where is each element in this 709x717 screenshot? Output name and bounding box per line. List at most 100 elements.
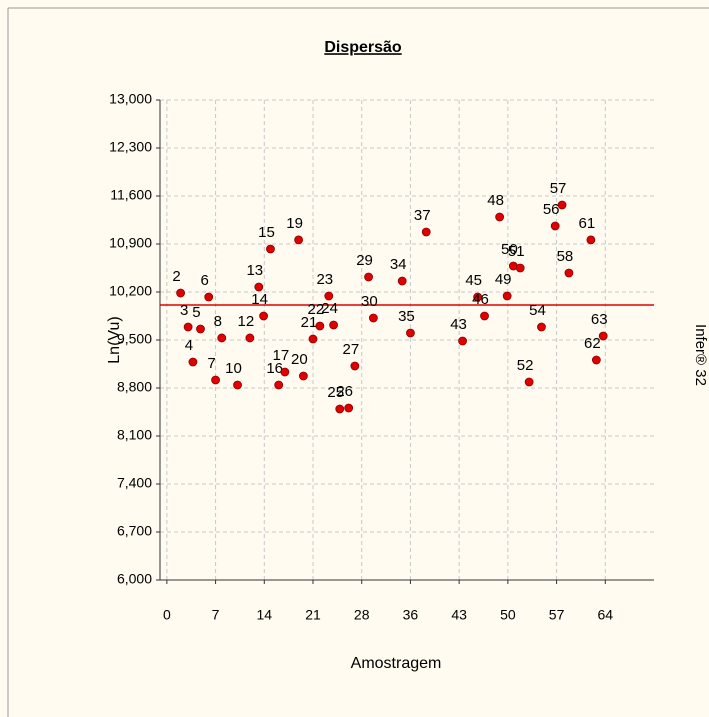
point	[280, 367, 290, 377]
point-label: 20	[291, 351, 308, 368]
y-tick-label: 10,900	[109, 235, 152, 251]
point	[315, 321, 325, 331]
point-label: 14	[251, 291, 268, 308]
x-tick-label: 21	[305, 607, 321, 623]
point-label: 57	[550, 180, 567, 197]
y-tick-label: 9,500	[117, 331, 152, 347]
point-label: 6	[201, 272, 209, 289]
point	[183, 322, 193, 332]
point	[344, 403, 354, 413]
y-tick-label: 8,100	[117, 427, 152, 443]
point-label: 15	[258, 224, 275, 241]
point	[473, 292, 483, 302]
point	[364, 272, 373, 282]
point	[368, 313, 378, 323]
point	[204, 292, 214, 302]
point-label: 61	[579, 215, 596, 232]
x-axis-title: Amostragem	[351, 655, 442, 672]
point	[591, 355, 601, 365]
x-tick-label: 28	[354, 607, 370, 623]
point	[550, 221, 560, 231]
point-label: 2	[172, 268, 180, 285]
point-label: 51	[508, 243, 525, 260]
point	[294, 235, 303, 245]
point	[308, 334, 318, 344]
point-label: 58	[557, 248, 574, 265]
point	[217, 333, 227, 343]
point-label: 19	[286, 215, 303, 232]
point	[176, 288, 185, 298]
point-label: 17	[273, 347, 290, 364]
point	[274, 380, 284, 390]
point	[557, 200, 567, 210]
point	[188, 357, 198, 367]
point-label: 50	[501, 241, 518, 258]
point	[458, 336, 467, 346]
point-label: 13	[246, 262, 263, 279]
point	[254, 282, 264, 292]
point-label: 3	[180, 302, 188, 319]
point-label: 8	[214, 313, 222, 330]
point	[564, 268, 574, 278]
point	[524, 377, 534, 387]
point	[245, 333, 255, 343]
point-label: 52	[517, 357, 534, 374]
point-label: 34	[390, 256, 407, 273]
point-label: 48	[487, 192, 504, 209]
point-label: 30	[361, 293, 378, 310]
point-label: 63	[591, 311, 608, 328]
point	[421, 227, 431, 237]
point-label: 24	[321, 300, 338, 317]
point	[350, 361, 360, 371]
y-tick-label: 8,800	[117, 379, 152, 395]
x-tick-label: 7	[212, 607, 220, 623]
point	[335, 404, 345, 414]
point	[266, 244, 275, 254]
point	[480, 311, 489, 321]
point	[406, 328, 415, 338]
point	[329, 320, 338, 330]
x-tick-label: 0	[163, 607, 171, 623]
point-label: 10	[225, 360, 242, 377]
point-label: 37	[414, 207, 431, 224]
point	[586, 235, 596, 245]
point-label: 22	[308, 301, 325, 318]
point-label: 35	[398, 308, 415, 325]
x-tick-label: 14	[256, 607, 272, 623]
point-label: 5	[192, 304, 200, 321]
point	[211, 375, 220, 385]
point	[537, 322, 546, 332]
point-label: 25	[327, 384, 344, 401]
point-label: 16	[266, 360, 283, 377]
x-tick-label: 64	[597, 607, 613, 623]
y-tick-label: 12,300	[109, 139, 152, 155]
point-label: 23	[316, 271, 333, 288]
point-label: 27	[343, 341, 360, 358]
point	[196, 324, 205, 334]
y-tick-label: 6,000	[117, 571, 152, 587]
y-axis-title: Ln(Vu)	[106, 316, 123, 363]
point	[259, 311, 269, 321]
y-tick-label: 11,600	[110, 187, 152, 203]
point-label: 43	[450, 316, 467, 333]
y-tick-label: 7,400	[117, 475, 152, 491]
point-label: 49	[495, 271, 512, 288]
x-tick-label: 57	[549, 607, 565, 623]
x-tick-label: 50	[500, 607, 516, 623]
chart-title: Dispersão	[324, 39, 402, 56]
point	[598, 331, 608, 341]
point-label: 29	[356, 252, 373, 269]
point	[298, 371, 308, 381]
point-label: 7	[207, 355, 215, 372]
point-label: 56	[543, 201, 560, 218]
point-label: 4	[185, 337, 193, 354]
point-label: 54	[529, 302, 546, 319]
y-tick-label: 13,000	[109, 91, 152, 107]
point	[233, 380, 242, 390]
point-label: 45	[465, 272, 482, 289]
x-tick-label: 36	[403, 607, 419, 623]
side-label: Infer® 32	[692, 324, 709, 386]
point-label: 21	[301, 314, 318, 331]
y-tick-label: 6,700	[117, 523, 152, 539]
